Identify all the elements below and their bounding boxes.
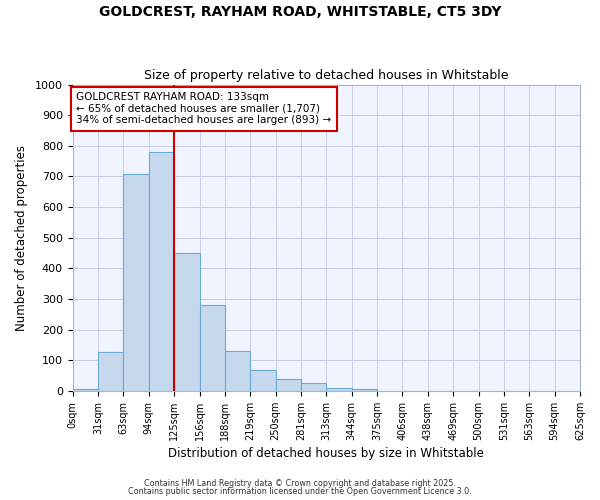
Bar bbox=[174, 253, 199, 391]
Bar bbox=[124, 174, 149, 391]
Bar bbox=[275, 378, 301, 391]
Text: GOLDCREST RAYHAM ROAD: 133sqm
← 65% of detached houses are smaller (1,707)
34% o: GOLDCREST RAYHAM ROAD: 133sqm ← 65% of d… bbox=[76, 92, 332, 126]
Bar bbox=[98, 352, 124, 391]
Text: Contains public sector information licensed under the Open Government Licence 3.: Contains public sector information licen… bbox=[128, 487, 472, 496]
Bar bbox=[352, 388, 377, 391]
Title: Size of property relative to detached houses in Whitstable: Size of property relative to detached ho… bbox=[144, 69, 509, 82]
Bar bbox=[199, 305, 225, 391]
Bar bbox=[326, 388, 352, 391]
Bar bbox=[250, 370, 275, 391]
Bar bbox=[149, 152, 174, 391]
Bar bbox=[301, 384, 326, 391]
Bar bbox=[73, 390, 98, 391]
X-axis label: Distribution of detached houses by size in Whitstable: Distribution of detached houses by size … bbox=[169, 447, 484, 460]
Text: GOLDCREST, RAYHAM ROAD, WHITSTABLE, CT5 3DY: GOLDCREST, RAYHAM ROAD, WHITSTABLE, CT5 … bbox=[99, 5, 501, 19]
Y-axis label: Number of detached properties: Number of detached properties bbox=[15, 145, 28, 331]
Bar bbox=[225, 351, 250, 391]
Text: Contains HM Land Registry data © Crown copyright and database right 2025.: Contains HM Land Registry data © Crown c… bbox=[144, 478, 456, 488]
